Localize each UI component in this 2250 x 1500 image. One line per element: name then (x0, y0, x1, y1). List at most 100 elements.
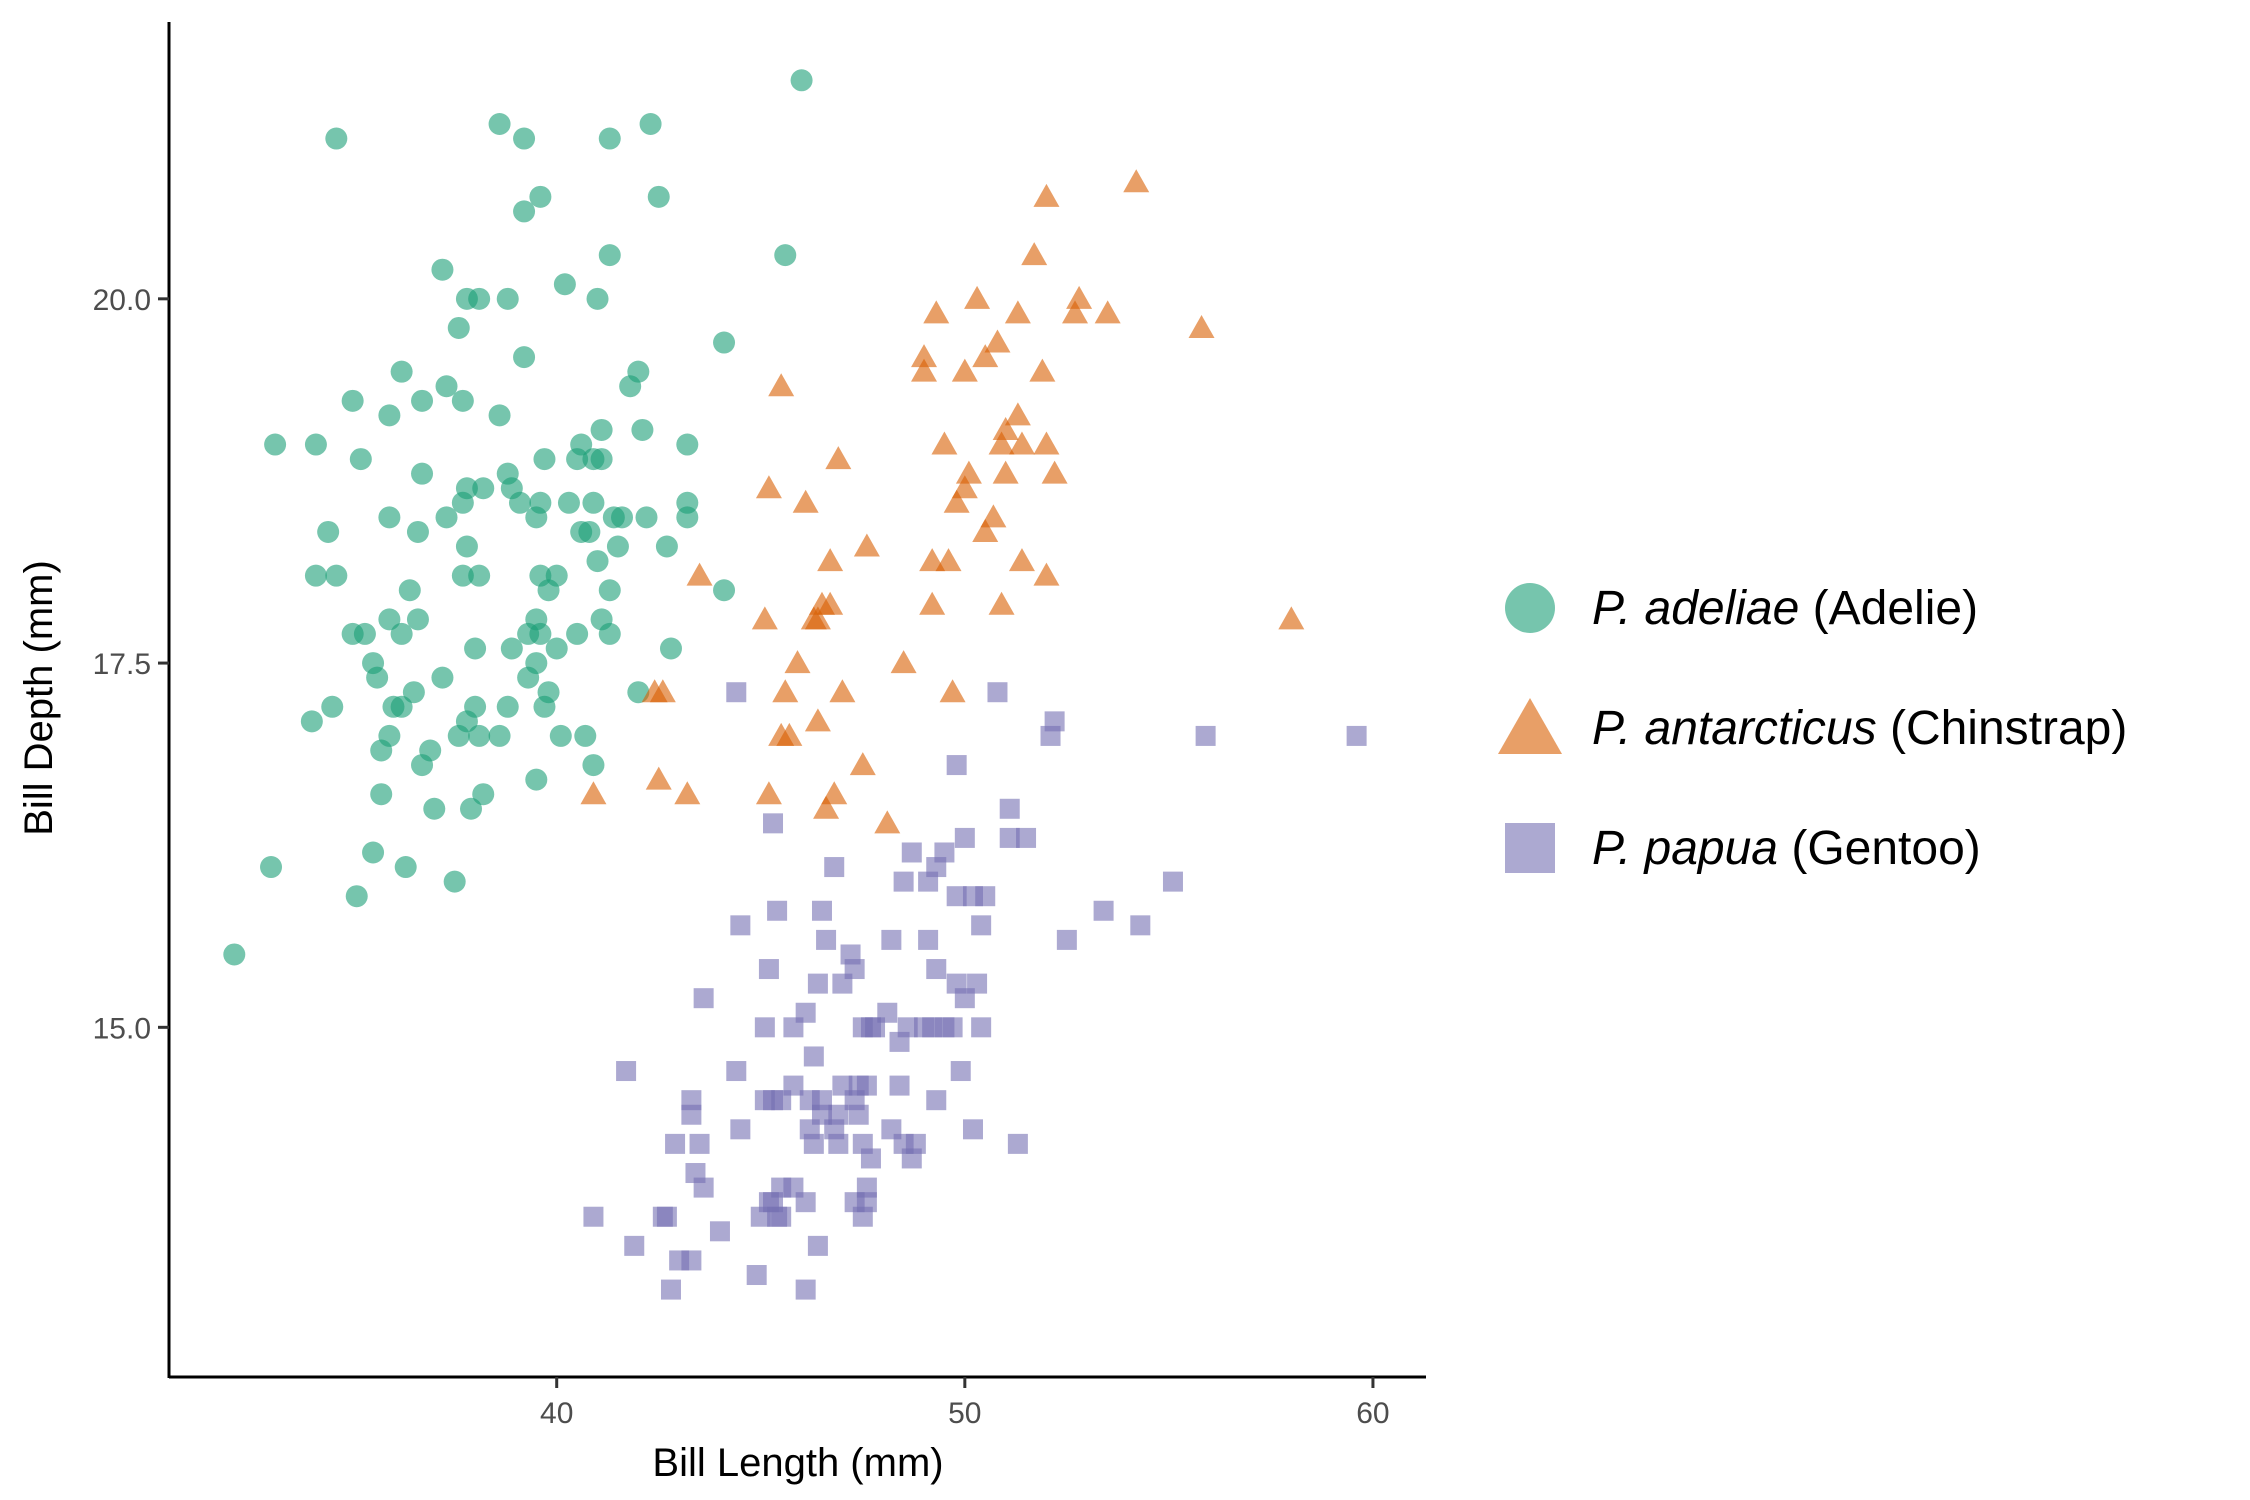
data-point-chinstrap (784, 650, 811, 674)
data-point-chinstrap (772, 679, 799, 703)
data-point-adelie (627, 681, 650, 704)
legend-common-adelie: (Adelie) (1812, 581, 1979, 635)
data-point-adelie (590, 418, 613, 441)
data-point-chinstrap (984, 329, 1011, 353)
data-point-gentoo (656, 1206, 677, 1227)
data-point-gentoo (763, 813, 784, 834)
data-point-adelie (627, 360, 650, 383)
data-point-adelie (390, 695, 413, 718)
data-point-chinstrap (649, 679, 676, 703)
data-point-chinstrap (1123, 169, 1150, 193)
data-point-adelie (411, 462, 434, 485)
data-point-adelie (553, 273, 576, 296)
data-point-gentoo (795, 1192, 816, 1213)
data-point-gentoo (860, 1017, 881, 1038)
data-point-adelie (455, 535, 478, 558)
data-point-adelie (582, 491, 605, 514)
data-point-adelie (378, 404, 401, 427)
data-point-chinstrap (972, 518, 999, 542)
data-point-adelie (341, 389, 364, 412)
data-point-gentoo (1016, 827, 1037, 848)
data-point-gentoo (795, 1279, 816, 1300)
data-point-chinstrap (923, 300, 950, 324)
data-point-chinstrap (992, 416, 1019, 440)
data-point-adelie (443, 870, 466, 893)
data-point-chinstrap (817, 591, 844, 615)
data-point-adelie (676, 506, 699, 529)
data-point-adelie (488, 404, 511, 427)
data-point-gentoo (946, 886, 967, 907)
data-point-chinstrap (829, 679, 856, 703)
legend-square-icon (1490, 808, 1570, 888)
data-point-gentoo (950, 1061, 971, 1082)
data-point-gentoo (583, 1206, 604, 1227)
data-point-gentoo (954, 988, 975, 1009)
points-layer (223, 69, 1367, 1300)
data-point-gentoo (1195, 725, 1216, 746)
data-point-chinstrap (1029, 358, 1056, 382)
data-point-chinstrap (951, 358, 978, 382)
data-point-chinstrap (1033, 183, 1060, 207)
data-point-adelie (659, 637, 682, 660)
data-point-adelie (362, 841, 385, 864)
data-point-chinstrap (919, 591, 946, 615)
data-point-adelie (488, 112, 511, 135)
legend: P. adeliae (Adelie) P. antarcticus (Chin… (1490, 548, 2127, 908)
data-point-gentoo (758, 959, 779, 980)
data-point-chinstrap (874, 810, 901, 834)
data-point-adelie (713, 331, 736, 354)
data-point-adelie (447, 316, 470, 339)
data-point-chinstrap (849, 752, 876, 776)
data-point-adelie (468, 724, 491, 747)
x-axis-title: Bill Length (mm) (652, 1441, 943, 1485)
data-point-chinstrap (992, 460, 1019, 484)
data-point-chinstrap (919, 548, 946, 572)
data-point-gentoo (763, 1192, 784, 1213)
data-point-chinstrap (1041, 460, 1068, 484)
legend-circle-icon (1490, 568, 1570, 648)
data-point-adelie (566, 448, 589, 471)
data-point-chinstrap (1278, 606, 1305, 630)
data-point-gentoo (767, 900, 788, 921)
data-point-adelie (370, 783, 393, 806)
data-point-gentoo (746, 1265, 767, 1286)
legend-common-chinstrap: (Chinstrap) (1889, 701, 2128, 755)
data-point-adelie (451, 389, 474, 412)
data-point-gentoo (971, 1017, 992, 1038)
data-point-gentoo (954, 827, 975, 848)
data-point-adelie (406, 520, 429, 543)
data-point-adelie (411, 754, 434, 777)
data-point-adelie (264, 433, 287, 456)
data-point-chinstrap (1004, 402, 1031, 426)
data-point-adelie (774, 244, 797, 267)
data-point-gentoo (856, 1192, 877, 1213)
data-point-chinstrap (1021, 242, 1048, 266)
data-point-gentoo (905, 1133, 926, 1154)
data-point-adelie (635, 506, 658, 529)
data-point-adelie (529, 622, 552, 645)
data-point-adelie (378, 506, 401, 529)
data-point-adelie (500, 637, 523, 660)
data-point-adelie (496, 287, 519, 310)
data-point-chinstrap (755, 781, 782, 805)
data-point-adelie (304, 433, 327, 456)
data-point-gentoo (754, 1090, 775, 1111)
x-tick-label: 60 (1356, 1397, 1389, 1430)
data-point-chinstrap (755, 475, 782, 499)
legend-label-adelie: P. adeliae (Adelie) (1592, 581, 1978, 636)
data-point-chinstrap (580, 781, 607, 805)
data-point-chinstrap (674, 781, 701, 805)
data-point-chinstrap (931, 431, 958, 455)
data-point-adelie (676, 433, 699, 456)
data-point-adelie (431, 666, 454, 689)
data-point-adelie (713, 579, 736, 602)
data-point-gentoo (811, 1090, 832, 1111)
data-point-adelie (411, 389, 434, 412)
data-point-gentoo (987, 682, 1008, 703)
data-point-gentoo (816, 929, 837, 950)
data-point-gentoo (726, 1061, 747, 1082)
data-point-adelie (488, 724, 511, 747)
y-tick-label: 17.5 (93, 648, 151, 681)
data-point-adelie (533, 448, 556, 471)
